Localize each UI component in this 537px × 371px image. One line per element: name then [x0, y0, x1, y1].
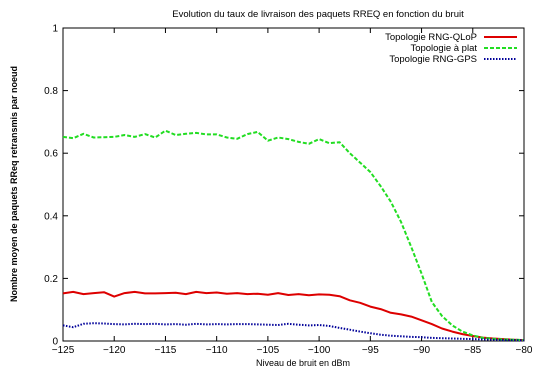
y-tick-label: 0.2: [44, 274, 58, 285]
legend-label-2: Topologie à plat: [410, 43, 477, 54]
plot-frame: [62, 27, 525, 342]
y-tick-label: 0.8: [44, 86, 58, 97]
x-axis-label: Niveau de bruit en dBm: [256, 358, 350, 368]
plot-area: −125 −120 −115 −110 −105 −100 −95 −90 −85 −80 0 0.2…: [44, 24, 533, 357]
x-tick-label: −85: [464, 345, 481, 356]
x-tick-label: −90: [413, 345, 430, 356]
y-tick-label: 0.6: [44, 149, 58, 160]
legend-label-3: Topologie RNG-GPS: [389, 54, 477, 65]
y-tick-label: 0: [52, 337, 58, 348]
y-tick-label: 1: [52, 24, 58, 35]
x-tick-label: −80: [516, 345, 533, 356]
x-tick-label: −100: [308, 345, 331, 356]
x-tick-label: −120: [103, 345, 126, 356]
series-line-1: [62, 290, 525, 342]
series-line-3: [62, 322, 525, 342]
y-tick-label: 0.4: [44, 211, 58, 222]
x-tick-label: −125: [52, 345, 75, 356]
y-axis-label: Nombre moyen de paquets RReq retransmis …: [9, 66, 19, 302]
series-line-2: [62, 129, 525, 342]
legend-label-1: Topologie RNG-QLoP: [385, 32, 477, 43]
x-tick-label: −105: [257, 345, 280, 356]
x-tick-label: −110: [206, 345, 228, 356]
x-tick-label: −95: [362, 345, 379, 356]
chart-title: Evolution du taux de livraison des paque…: [172, 9, 464, 20]
x-tick-label: −115: [155, 345, 177, 356]
